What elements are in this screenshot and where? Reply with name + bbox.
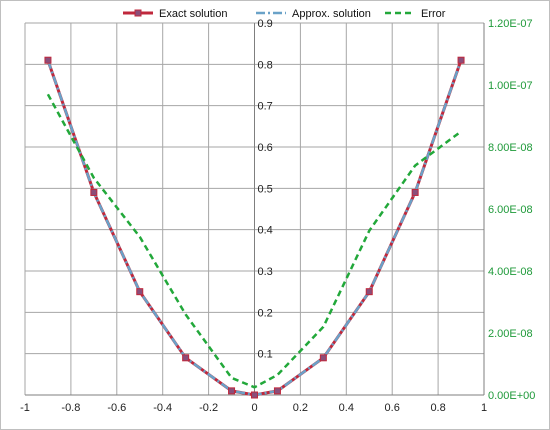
x-tick-label: -0.8 [61,402,80,414]
data-point [411,188,419,196]
data-point [44,56,52,64]
x-tick-label: 1 [481,402,487,414]
x-tick-label: 0.2 [293,402,308,414]
data-point [228,387,236,395]
series-line-2 [46,93,462,389]
x-tick-label: -0.4 [153,402,172,414]
legend-label: Error [421,8,446,20]
data-point [365,288,373,296]
legend-item[interactable]: Error [385,8,446,20]
data-point [273,387,281,395]
y2-tick-label: 0.00E+00 [488,390,535,402]
y2-tick-label: 1.20E-07 [488,18,533,30]
x-tick-label: -0.2 [199,402,218,414]
data-point [319,354,327,362]
y-tick-label: 0.6 [258,142,273,154]
y-tick-label: 0.5 [258,183,273,195]
x-tick-label: -1 [20,402,30,414]
data-point [182,354,190,362]
y-tick-label: 0.9 [258,18,273,30]
y-tick-label: 0.7 [258,101,273,113]
y2-tick-label: 4.00E-08 [488,266,533,278]
x-tick-label: 0.8 [430,402,445,414]
data-point [457,56,465,64]
y2-tick-label: 2.00E-08 [488,328,533,340]
x-tick-label: -0.6 [107,402,126,414]
axes [25,23,485,396]
x-tick-label: 0.4 [339,402,354,414]
y-tick-label: 0.8 [258,59,273,71]
data-point [136,288,144,296]
y-tick-label: 0.2 [258,307,273,319]
y2-tick-label: 6.00E-08 [488,204,533,216]
y-tick-label: 0.3 [258,266,273,278]
y-tick-label: 0.4 [258,225,273,237]
legend-marker [134,9,142,17]
data-point [90,188,98,196]
legend-label: Approx. solution [292,8,371,20]
x-tick-label: 0 [251,402,257,414]
y-tick-label: 0.1 [258,349,273,361]
legend-label: Exact solution [159,8,227,20]
legend-item[interactable]: Approx. solution [256,8,371,20]
y2-tick-label: 8.00E-08 [488,142,533,154]
y2-tick-label: 1.00E-07 [488,80,533,92]
legend-item[interactable]: Exact solution [123,8,227,20]
x-tick-label: 0.6 [385,402,400,414]
legend[interactable]: Exact solution Approx. solution Error [123,8,446,20]
tick-labels: -1 -0.8 -0.6 -0.4 -0.2 0 0.2 0.4 0.6 0.8 1 0.1 0.2 0.… [20,18,535,414]
data-point [251,391,258,399]
series [44,56,465,399]
